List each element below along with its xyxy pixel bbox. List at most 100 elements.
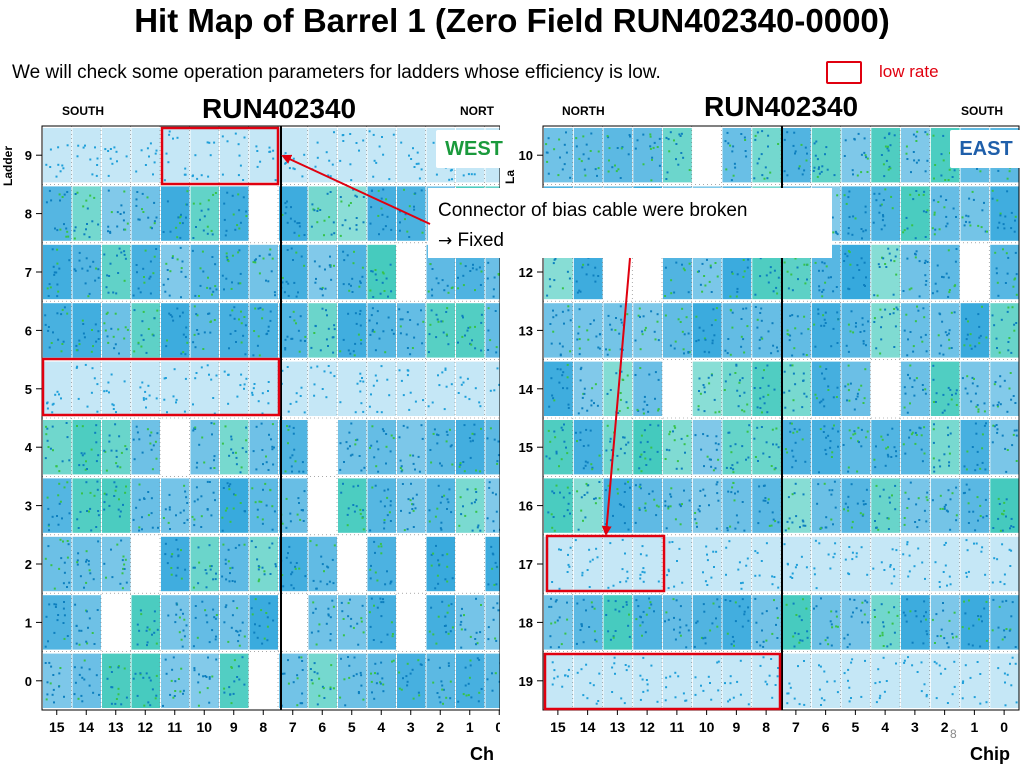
west-hit-dot (58, 470, 61, 473)
east-hit-dot (741, 377, 744, 380)
west-hit-dot (271, 423, 274, 426)
east-hit-dot (627, 441, 630, 444)
west-hit-dot (207, 199, 210, 202)
west-hit-dot (438, 696, 441, 699)
west-hit-dot (371, 330, 374, 333)
west-hit-dot (295, 251, 298, 254)
east-hit-dot (933, 423, 935, 426)
west-hit-dot (91, 220, 94, 223)
east-hit-dot (585, 428, 588, 431)
west-hit-dot (466, 488, 469, 491)
east-hit-dot (597, 346, 600, 349)
west-hit-dot (296, 674, 299, 677)
west-hit-dot (225, 578, 228, 581)
east-hit-dot (889, 643, 892, 646)
east-hit-dot (645, 613, 648, 616)
west-hit-dot (157, 526, 159, 529)
east-hit-dot (967, 522, 970, 524)
west-hit-dot (258, 578, 261, 581)
east-hit-dot (703, 391, 706, 394)
east-hit-dot (681, 581, 684, 584)
west-hit-dot (303, 234, 306, 236)
west-hit-dot (55, 603, 58, 606)
west-hit-dot (256, 165, 259, 168)
west-hit-dot (295, 392, 298, 395)
west-hit-dot (287, 282, 290, 285)
west-hit-dot (208, 312, 211, 315)
east-hit-dot (770, 658, 773, 660)
west-hit-dot (153, 220, 156, 223)
west-hit-dot (492, 553, 495, 556)
west-hit-cell (190, 361, 219, 416)
west-hit-dot (294, 567, 297, 570)
east-hit-dot (762, 499, 765, 502)
west-hit-dot (408, 205, 411, 208)
east-hit-dot (855, 607, 858, 610)
east-hit-dot (985, 515, 988, 517)
west-hit-dot (63, 486, 66, 489)
west-hit-dot (357, 484, 360, 487)
east-hit-dot (547, 511, 550, 514)
east-hit-dot (1013, 429, 1016, 432)
west-hit-dot (448, 488, 451, 491)
west-hit-dot (358, 149, 360, 152)
west-hit-dot (78, 629, 81, 632)
west-hit-dot (74, 269, 77, 272)
east-hit-dot (997, 646, 1000, 649)
east-hit-dot (873, 321, 876, 323)
east-hit-dot (813, 323, 816, 326)
east-hit-dot (685, 646, 688, 649)
east-hit-dot (1014, 646, 1017, 648)
east-hit-dot (1003, 573, 1006, 576)
east-hit-dot (569, 512, 571, 515)
west-hit-cell (397, 186, 426, 241)
east-hit-dot (1008, 548, 1011, 551)
east-hit-cell (782, 128, 811, 183)
west-hit-dot (325, 396, 328, 399)
east-hit-dot (819, 665, 822, 668)
east-hit-dot (684, 699, 687, 702)
east-hit-dot (830, 610, 833, 613)
east-hit-cell (782, 653, 811, 708)
east-hit-dot (741, 445, 744, 448)
east-hit-dot (800, 619, 803, 622)
west-hit-dot (431, 268, 434, 270)
east-hit-dot (670, 292, 673, 295)
west-hit-dot (359, 671, 362, 674)
west-hit-dot (267, 402, 270, 405)
east-hit-dot (582, 641, 585, 644)
east-hit-dot (915, 615, 918, 618)
west-hit-dot (114, 423, 117, 426)
east-hit-dot (866, 621, 869, 624)
east-hit-dot (984, 468, 987, 471)
west-hit-dot (462, 381, 465, 384)
east-hit-dot (862, 500, 865, 503)
west-hit-dot (193, 333, 196, 336)
east-hit-dot (976, 404, 979, 407)
east-hit-dot (966, 375, 969, 378)
east-hit-dot (732, 640, 735, 643)
west-hit-dot (373, 697, 376, 700)
east-hit-dot (920, 661, 923, 664)
west-hit-dot (62, 622, 65, 624)
east-hit-dot (588, 626, 591, 628)
east-hit-dot (903, 517, 906, 519)
east-hit-dot (1001, 543, 1004, 546)
west-hit-dot (391, 633, 394, 635)
east-hit-dot (634, 521, 637, 524)
east-hit-dot (754, 293, 757, 296)
east-hit-dot (653, 610, 655, 613)
west-hit-dot (375, 465, 378, 468)
east-hit-dot (734, 492, 736, 495)
east-hit-dot (848, 573, 851, 576)
west-hit-dot (197, 582, 200, 585)
east-hit-dot (997, 517, 1000, 520)
west-hit-dot (475, 631, 478, 634)
east-hit-dot (727, 700, 730, 703)
east-hit-dot (813, 607, 815, 610)
east-hit-dot (850, 697, 852, 699)
east-hit-dot (793, 492, 796, 495)
east-hit-dot (913, 565, 916, 568)
east-hit-dot (639, 455, 642, 458)
west-hit-dot (475, 498, 478, 501)
